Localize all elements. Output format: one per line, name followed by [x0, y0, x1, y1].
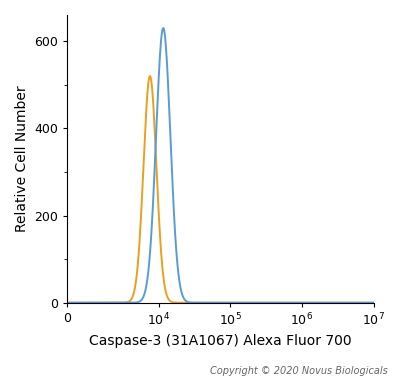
Y-axis label: Relative Cell Number: Relative Cell Number [15, 85, 29, 232]
X-axis label: Caspase-3 (31A1067) Alexa Fluor 700: Caspase-3 (31A1067) Alexa Fluor 700 [89, 334, 352, 348]
Text: Copyright © 2020 Novus Biologicals: Copyright © 2020 Novus Biologicals [210, 366, 388, 376]
